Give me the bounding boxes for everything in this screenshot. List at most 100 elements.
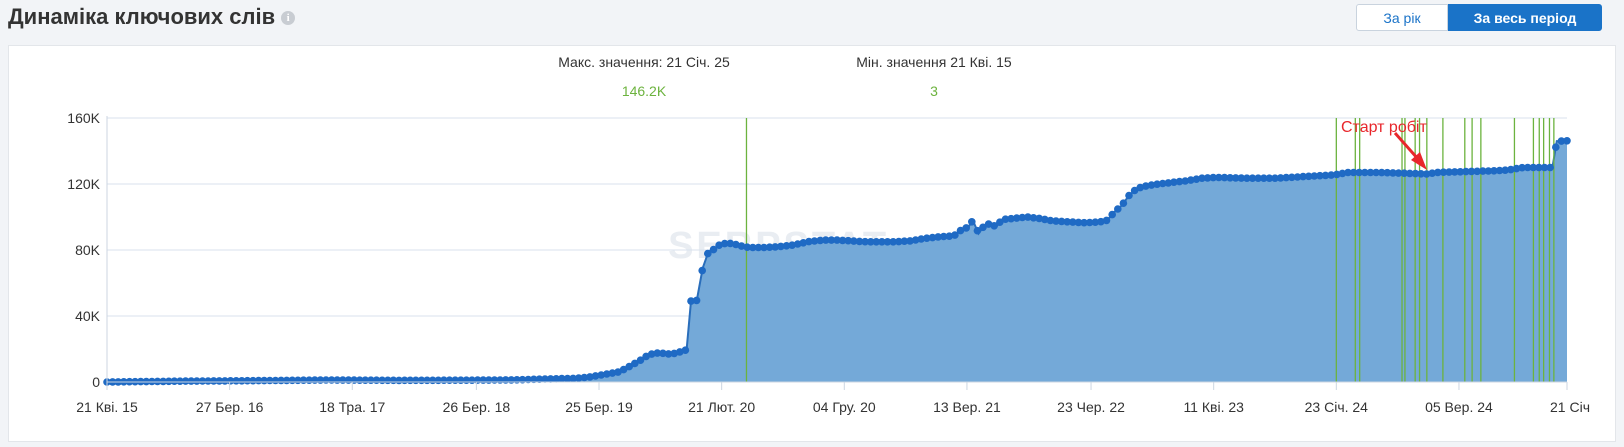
data-point: [597, 371, 605, 379]
data-point: [1456, 168, 1465, 176]
data-point: [619, 365, 628, 374]
data-point: [1467, 167, 1476, 176]
data-point: [1001, 215, 1010, 223]
data-point: [754, 243, 763, 252]
data-point: [1237, 174, 1246, 182]
data-point: [1203, 174, 1212, 182]
data-point: [209, 377, 218, 385]
data-point: [979, 223, 987, 232]
data-point: [558, 374, 566, 383]
data-point: [1316, 171, 1324, 180]
data-point: [159, 377, 167, 386]
data-point: [1439, 168, 1448, 176]
data-point: [698, 266, 706, 275]
data-point: [659, 349, 667, 358]
data-point: [193, 377, 201, 385]
data-point: [1220, 173, 1229, 182]
data-point: [254, 376, 263, 385]
data-point: [1074, 218, 1083, 227]
data-point: [1507, 165, 1515, 174]
data-point: [962, 224, 970, 232]
data-point: [221, 377, 229, 385]
data-point: [653, 349, 662, 357]
data-point: [1411, 169, 1420, 178]
data-point: [1338, 169, 1347, 178]
data-point: [1344, 168, 1352, 177]
data-point: [1276, 174, 1285, 182]
data-point: [249, 376, 257, 385]
data-point: [524, 375, 532, 384]
x-tick-label: 27 Бер. 16: [196, 399, 264, 415]
x-tick-label: 23 Січ. 24: [1305, 399, 1369, 415]
data-point: [1400, 169, 1408, 177]
data-point: [1288, 173, 1296, 182]
data-point: [1310, 172, 1319, 180]
data-point: [1102, 216, 1111, 225]
year-period-button[interactable]: За рік: [1356, 4, 1448, 31]
data-point: [1108, 210, 1116, 219]
data-point: [1552, 143, 1560, 151]
data-point: [872, 238, 881, 246]
data-point: [1187, 176, 1195, 184]
data-point: [608, 369, 617, 377]
data-point: [1170, 178, 1178, 186]
data-point: [1018, 213, 1027, 222]
x-tick-label: 11 Кві. 23: [1183, 399, 1244, 415]
data-point: [709, 245, 718, 254]
y-tick-label: 160K: [67, 110, 100, 126]
data-point: [883, 238, 892, 246]
all-period-button[interactable]: За весь період: [1448, 4, 1602, 31]
data-point: [1304, 172, 1313, 181]
data-point: [844, 236, 852, 245]
title-text: Динаміка ключових слів: [8, 4, 276, 29]
data-point: [1372, 168, 1380, 177]
data-point: [681, 346, 690, 355]
info-icon[interactable]: i: [281, 11, 296, 26]
data-point: [1445, 168, 1453, 176]
data-point: [1069, 218, 1077, 226]
data-point: [827, 236, 836, 244]
x-tick-label: 05 Вер. 24: [1425, 399, 1493, 415]
data-point: [1226, 174, 1234, 182]
data-point: [1209, 173, 1217, 182]
x-tick-label: 23 Чер. 22: [1057, 399, 1125, 415]
data-point: [861, 237, 869, 246]
data-point: [546, 375, 555, 383]
data-point: [1490, 167, 1498, 175]
data-point: [563, 374, 572, 383]
data-point: [1428, 169, 1436, 177]
data-point: [226, 377, 235, 385]
data-point: [771, 243, 779, 251]
period-toggle: За рік За весь період: [1356, 4, 1602, 31]
data-point: [603, 370, 611, 378]
data-point: [1024, 213, 1032, 221]
data-point: [1299, 172, 1307, 181]
y-tick-label: 120K: [67, 176, 100, 192]
data-point: [911, 236, 920, 244]
data-point: [1057, 217, 1066, 226]
x-tick-label: 13 Вер. 21: [933, 399, 1001, 415]
data-point: [973, 226, 982, 235]
data-point: [687, 297, 695, 305]
data-point: [198, 377, 207, 385]
data-point: [1484, 167, 1493, 175]
data-point: [569, 374, 577, 383]
data-point: [1535, 163, 1543, 172]
data-point: [816, 236, 824, 245]
data-point: [923, 234, 931, 242]
data-point: [580, 373, 589, 382]
data-point: [530, 375, 538, 384]
data-point: [1479, 167, 1487, 175]
data-point: [866, 238, 875, 246]
data-point: [1142, 182, 1150, 190]
x-tick-label: 25 Бер. 19: [565, 399, 633, 415]
annotation-arrow: [1393, 132, 1420, 160]
data-point: [153, 377, 162, 386]
data-point: [238, 377, 246, 385]
data-point: [541, 375, 549, 383]
data-point: [951, 231, 959, 239]
data-point: [1181, 177, 1189, 185]
data-point: [1254, 174, 1262, 182]
data-point: [1383, 168, 1392, 177]
